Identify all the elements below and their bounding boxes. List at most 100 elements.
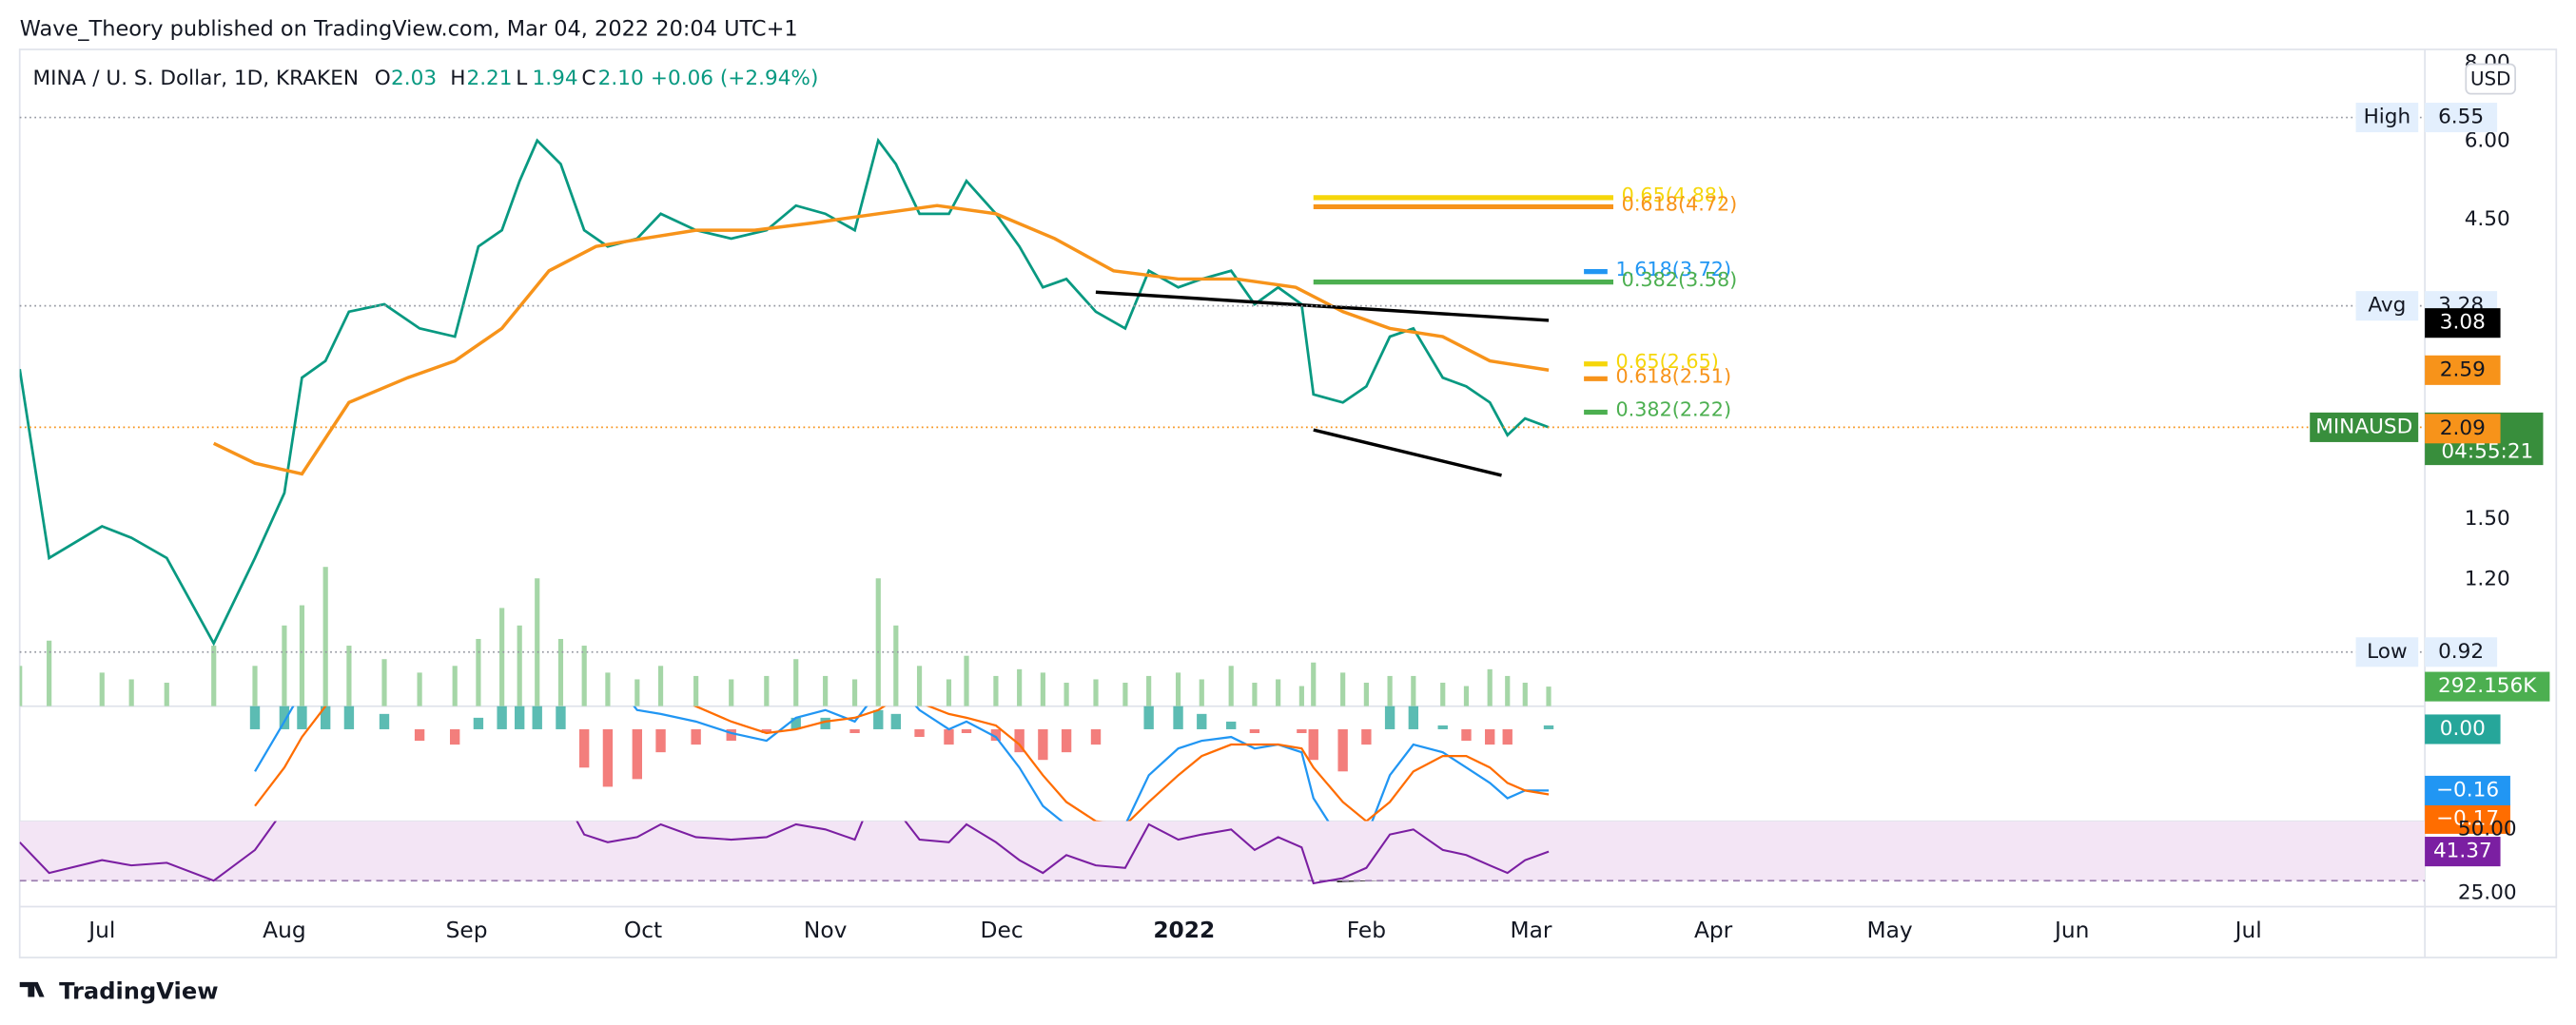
price-tag-label: 2.59	[2440, 358, 2486, 381]
macd-pane	[249, 706, 1554, 822]
volume-bar	[605, 672, 611, 706]
macd-histogram	[1408, 706, 1419, 729]
x-tick-label: Mar	[1510, 918, 1551, 943]
volume-bar	[417, 672, 422, 706]
fib-label: 0.65(2.65)	[1615, 350, 1718, 373]
x-tick-label: May	[1866, 918, 1912, 943]
macd-tag-label: −0.16	[2436, 778, 2499, 802]
macd-histogram	[1038, 728, 1048, 761]
volume-bar	[1340, 672, 1346, 706]
rsi-line	[19, 821, 1550, 885]
macd-histogram	[990, 728, 1002, 742]
macd-histogram	[914, 728, 925, 738]
volume-bar	[1363, 683, 1369, 706]
level-name: Low	[2367, 640, 2408, 664]
volume-bar	[1064, 683, 1069, 706]
volume-bar	[851, 679, 858, 706]
volume-bar	[1276, 679, 1281, 706]
macd-histogram	[343, 706, 355, 729]
macd-tag-label: −0.17	[2436, 806, 2499, 830]
macd-histogram	[761, 728, 772, 733]
x-tick-label: Jul	[87, 918, 115, 943]
rsi-tag-label: 41.37	[2433, 840, 2492, 863]
macd-histogram	[1197, 713, 1207, 729]
volume-bar	[47, 640, 52, 706]
volume-bar	[1311, 662, 1317, 706]
volume-bar	[993, 675, 999, 706]
macd-histogram	[379, 713, 390, 729]
volume-bar	[252, 666, 258, 706]
x-tick-label: Aug	[263, 918, 306, 943]
price-tag	[2425, 308, 2501, 338]
price-tag-label: 2.09	[2440, 416, 2486, 440]
macd-tag	[2425, 803, 2510, 834]
macd-histogram	[790, 717, 801, 729]
macd-histogram	[632, 728, 643, 780]
price-line	[19, 137, 1550, 647]
macd-histogram	[1308, 728, 1318, 761]
volume-bar	[1546, 687, 1551, 706]
ohlc-value: 2.10	[598, 67, 644, 90]
volume-bar	[764, 675, 770, 706]
fib-label: 0.65(4.88)	[1622, 184, 1725, 206]
ohlc-value: 2.03	[391, 67, 437, 90]
volume-bar	[823, 675, 829, 706]
level-name-box	[2355, 291, 2419, 321]
macd-line	[254, 706, 1550, 822]
header: Wave_Theory published on TradingView.com…	[20, 17, 798, 42]
level-value: 0.92	[2438, 640, 2484, 664]
ohlc-key: O	[375, 67, 391, 90]
volume-bar	[793, 659, 799, 706]
trendline	[1313, 428, 1502, 477]
rsi-tag	[2425, 837, 2501, 867]
macd-zero-label: 0.00	[2440, 717, 2486, 741]
currency: USD	[2470, 68, 2510, 89]
macd-histogram	[849, 728, 860, 733]
macd-line	[254, 706, 1550, 822]
macd-histogram	[820, 717, 830, 729]
macd-histogram	[579, 728, 590, 768]
volume-bar	[693, 675, 699, 706]
volume-bar	[322, 567, 328, 706]
volume-bar	[1122, 683, 1128, 706]
macd-histogram	[890, 713, 902, 729]
volume-tag	[2425, 671, 2550, 702]
ohlc-key: C	[581, 67, 595, 90]
ohlc-value: 2.21	[466, 67, 512, 90]
macd-histogram	[249, 706, 261, 729]
fib-label: 0.618(4.72)	[1622, 193, 1738, 216]
macd-histogram	[556, 706, 566, 729]
volume-bar	[581, 646, 587, 706]
volume-bar	[19, 666, 23, 706]
volume-bar	[164, 683, 169, 706]
volume-bar	[946, 679, 952, 706]
change: +0.06 (+2.94%)	[651, 67, 818, 90]
x-tick-label: Nov	[804, 918, 848, 943]
y-tick-label: 4.50	[2465, 207, 2510, 231]
volume-tag-label: 292.156K	[2438, 674, 2537, 698]
macd-histogram	[726, 728, 736, 742]
volume-bar	[1199, 679, 1204, 706]
volume-bar	[499, 608, 505, 706]
chart-frame	[18, 48, 2558, 958]
volume-bar	[211, 646, 217, 706]
ohlc-key: H	[450, 67, 465, 90]
volume-bar	[1040, 672, 1045, 706]
level-name-box	[2355, 637, 2419, 667]
volume-bar	[1228, 666, 1234, 706]
volume-bar	[1487, 668, 1493, 706]
footer-brand: TradingView	[59, 977, 218, 1004]
fib-label: 0.382(2.22)	[1615, 398, 1731, 421]
volume-bar	[893, 625, 899, 706]
macd-histogram	[1502, 728, 1512, 745]
macd-histogram	[515, 706, 525, 729]
tv-logo: TradingView	[19, 977, 219, 1004]
macd-histogram	[1143, 706, 1154, 729]
volume-bar	[1252, 683, 1258, 706]
macd-histogram	[1437, 725, 1448, 729]
macd-histogram	[1384, 706, 1395, 729]
macd-histogram	[1337, 728, 1348, 772]
volume-bar	[557, 638, 564, 706]
volume-bar	[1387, 675, 1393, 706]
macd-histogram	[1297, 728, 1307, 733]
